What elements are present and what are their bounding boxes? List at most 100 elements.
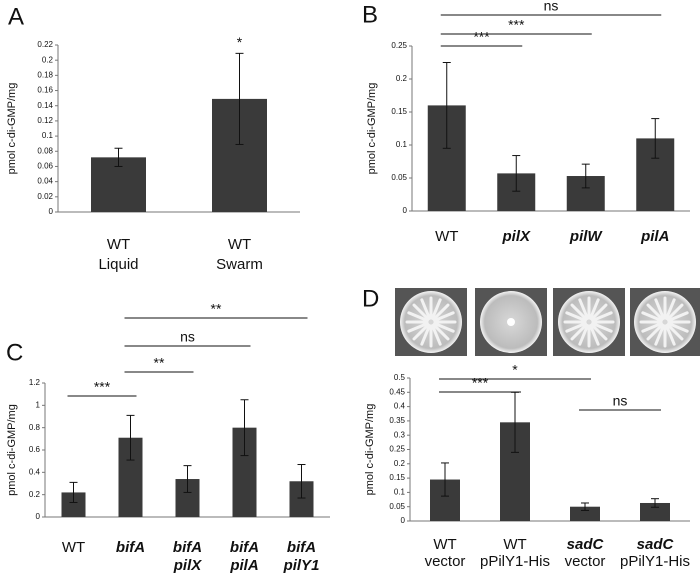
y-tick-label: 0.1 (394, 488, 406, 497)
swarm-tendril (591, 311, 613, 322)
x-tick-label: WT (503, 536, 526, 553)
error-bar (651, 498, 659, 508)
comparison-label: *** (473, 29, 490, 45)
swarm-tendril (570, 323, 588, 341)
significance-mark: * (237, 34, 243, 50)
swarm-tendril (666, 323, 684, 341)
y-tick-label: 0.2 (394, 459, 406, 468)
y-tick-label: 0.06 (37, 162, 53, 171)
y-tick-label: 0.4 (29, 467, 41, 476)
x-tick-label: bifA (173, 539, 202, 556)
swarm-tendril (431, 324, 442, 346)
comparison-label: ** (211, 301, 222, 317)
y-tick-label: 0.12 (37, 116, 53, 125)
y-tick-label: 0 (49, 207, 54, 216)
y-tick-label: 0 (403, 206, 408, 215)
swarm-tendril (589, 298, 600, 320)
comparison-label: ns (180, 329, 195, 345)
swarm-tendril (667, 311, 689, 322)
y-tick-label: 0.25 (389, 445, 405, 454)
y-tick-label: 0.15 (391, 107, 407, 116)
swarm-tendril (589, 324, 600, 346)
x-tick-label: vector (565, 553, 606, 570)
y-axis-title: pmol c-di-GMP/mg (364, 404, 376, 496)
x-tick-label: pilX (173, 557, 202, 574)
y-axis-title: pmol c-di-GMP/mg (6, 83, 18, 175)
swarm-tendril (654, 324, 665, 346)
y-tick-label: 0.2 (29, 490, 41, 499)
swarm-tendril (433, 311, 455, 322)
y-tick-label: 0.2 (42, 55, 54, 64)
swarm-tendril (590, 303, 608, 321)
swarm-tendril (665, 324, 676, 346)
y-tick-label: 0.14 (37, 101, 53, 110)
y-tick-label: 0.1 (396, 140, 408, 149)
swarm-tendril (654, 298, 665, 320)
x-tick-label: sadC (637, 536, 675, 553)
panel-letter: C (6, 339, 23, 366)
swarm-tendril (641, 322, 663, 333)
swarm-tendril (407, 311, 429, 322)
swarm-tendril (646, 323, 664, 341)
error-bar (126, 414, 135, 461)
y-axis-title: pmol c-di-GMP/mg (366, 83, 378, 175)
swarm-tendril (412, 323, 430, 341)
swarm-tendril (431, 298, 442, 320)
comparison-label: ns (544, 0, 559, 14)
comparison-label: *** (472, 375, 489, 391)
swarm-tendril (432, 303, 450, 321)
y-tick-label: 0.04 (37, 177, 53, 186)
swarm-tendril (591, 322, 613, 333)
y-tick-label: 0.15 (389, 473, 405, 482)
error-bar (442, 62, 451, 149)
y-tick-label: 0.05 (391, 173, 407, 182)
swarm-tendril (578, 324, 589, 346)
y-tick-label: 0.5 (394, 373, 406, 382)
error-bar (69, 481, 78, 503)
error-bar (651, 118, 660, 159)
comparison-label: * (512, 362, 518, 378)
y-tick-label: 0.6 (29, 445, 41, 454)
x-tick-label: WT (435, 228, 458, 245)
error-bar (183, 465, 192, 493)
x-tick-label: pPilY1-His (480, 553, 550, 570)
swarm-tendril (646, 303, 664, 321)
y-tick-label: 0.05 (389, 502, 405, 511)
comparison-label: *** (94, 379, 111, 395)
swarm-tendril (578, 298, 589, 320)
y-tick-label: 0.35 (389, 416, 405, 425)
y-tick-label: 0.02 (37, 192, 53, 201)
error-bar (235, 52, 244, 145)
swarm-tendril (565, 322, 587, 333)
colony (507, 318, 515, 326)
x-tick-label: Swarm (216, 256, 263, 273)
x-tick-label: bifA (287, 539, 316, 556)
y-tick-label: 0.25 (391, 41, 407, 50)
x-tick-label: bifA (116, 539, 145, 556)
error-bar (581, 502, 589, 511)
error-bar (240, 399, 249, 457)
x-tick-label: sadC (567, 536, 605, 553)
x-tick-label: bifA (230, 539, 259, 556)
error-bar (114, 147, 123, 167)
comparison-label: ** (154, 355, 165, 371)
x-tick-label: pilA (229, 557, 258, 574)
y-tick-label: 0.3 (394, 430, 406, 439)
y-tick-label: 0.16 (37, 86, 53, 95)
comparison-label: *** (508, 17, 525, 33)
y-tick-label: 0.22 (37, 40, 53, 49)
y-tick-label: 0.18 (37, 70, 53, 79)
x-tick-label: WT (433, 536, 456, 553)
y-tick-label: 0.08 (37, 146, 53, 155)
swarm-tendril (420, 324, 431, 346)
x-tick-label: WT (228, 236, 251, 253)
x-tick-label: pilA (640, 228, 669, 245)
bar (640, 502, 670, 521)
y-tick-label: 0 (401, 516, 406, 525)
comparison-label: ns (613, 393, 628, 409)
x-tick-label: pilY1 (283, 557, 320, 574)
y-tick-label: 0.45 (389, 387, 405, 396)
swarm-tendril (665, 298, 676, 320)
error-bar (441, 462, 449, 497)
